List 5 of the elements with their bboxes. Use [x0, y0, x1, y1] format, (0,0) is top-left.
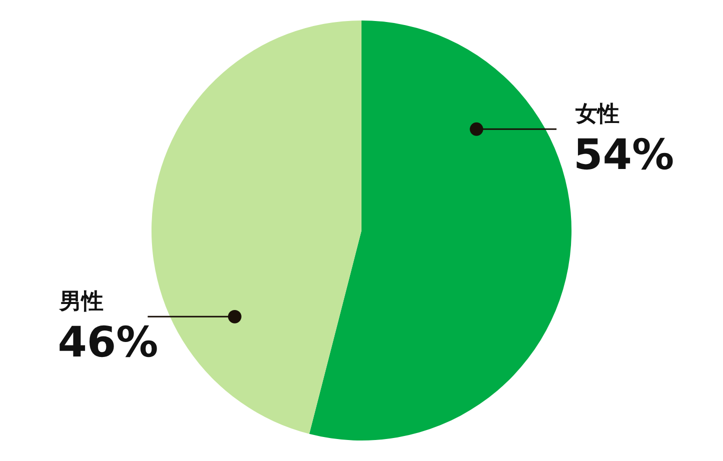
pie-slice — [309, 20, 572, 440]
slice-label: 女性 — [574, 102, 620, 128]
data-label: 46% — [58, 318, 158, 367]
slice-label: 男性 — [58, 290, 104, 315]
data-label: 54% — [573, 130, 674, 180]
